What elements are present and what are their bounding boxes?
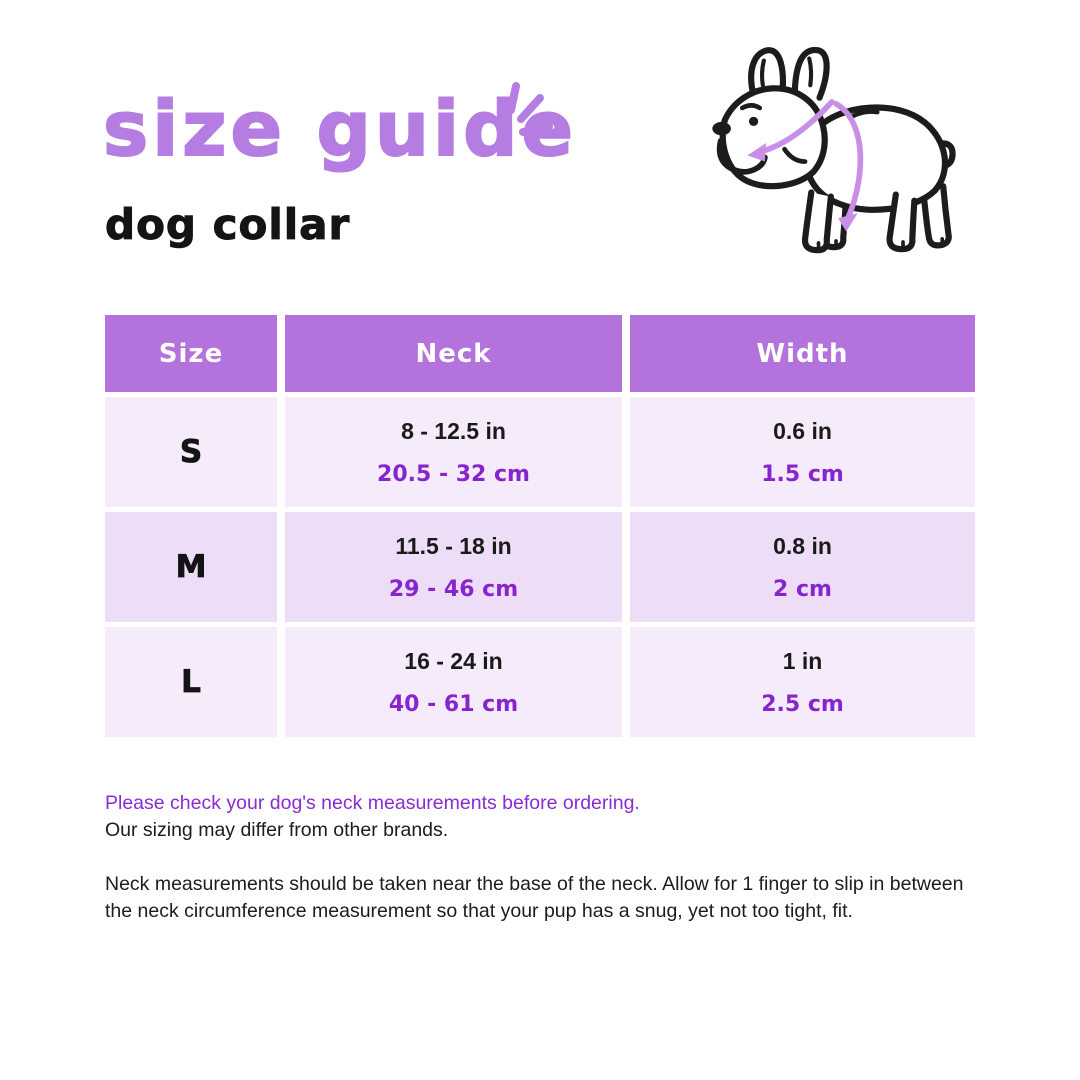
- note-brand: Our sizing may differ from other brands.: [105, 819, 449, 842]
- dog-eye: [748, 116, 759, 127]
- width-cm-value: 1.5 cm: [761, 461, 844, 487]
- width-cell-s: 0.6 in 1.5 cm: [630, 397, 975, 507]
- dog-illustration: [712, 47, 956, 254]
- neck-cell-s: 8 - 12.5 in 20.5 - 32 cm: [285, 397, 622, 507]
- size-table: Size Neck Width S 8 - 12.5 in 20.5 - 32 …: [105, 315, 975, 737]
- page-title: size guide: [102, 83, 578, 174]
- dog-left-ear: [748, 47, 787, 99]
- neck-cm-value: 29 - 46 cm: [388, 576, 519, 602]
- table-header-neck: Neck: [285, 315, 622, 392]
- width-cell-m: 0.8 in 2 cm: [630, 512, 975, 622]
- size-cell-m: M: [105, 512, 277, 622]
- width-in-value: 1 in: [782, 647, 823, 674]
- width-cell-l: 1 in 2.5 cm: [630, 627, 975, 737]
- table-header-width: Width: [630, 315, 975, 392]
- width-in-value: 0.8 in: [773, 532, 832, 559]
- neck-measurement-arc: [758, 98, 864, 221]
- size-cell-l: L: [105, 627, 277, 737]
- sparkle-icon: [507, 82, 553, 136]
- dog-jowl: [716, 138, 768, 175]
- neck-in-value: 8 - 12.5 in: [401, 417, 506, 444]
- dog-body: [803, 104, 949, 213]
- notes-section: Please check your dog's neck measurement…: [105, 790, 990, 924]
- neck-cell-m: 11.5 - 18 in 29 - 46 cm: [285, 512, 622, 622]
- page-subtitle: dog collar: [104, 200, 351, 250]
- note-paragraph: Neck measurements should be taken near t…: [105, 872, 964, 922]
- width-in-value: 0.6 in: [773, 417, 832, 444]
- note-highlight: Please check your dog's neck measurement…: [105, 792, 640, 814]
- neck-in-value: 11.5 - 18 in: [395, 532, 512, 559]
- width-cm-value: 2 cm: [773, 576, 832, 602]
- neck-in-value: 16 - 24 in: [404, 647, 503, 674]
- dog-nose: [712, 121, 731, 136]
- neck-cm-value: 40 - 61 cm: [388, 691, 519, 717]
- neck-cell-l: 16 - 24 in 40 - 61 cm: [285, 627, 622, 737]
- neck-cm-value: 20.5 - 32 cm: [377, 461, 530, 487]
- width-cm-value: 2.5 cm: [761, 691, 844, 717]
- size-cell-s: S: [105, 397, 277, 507]
- table-header-size: Size: [105, 315, 277, 392]
